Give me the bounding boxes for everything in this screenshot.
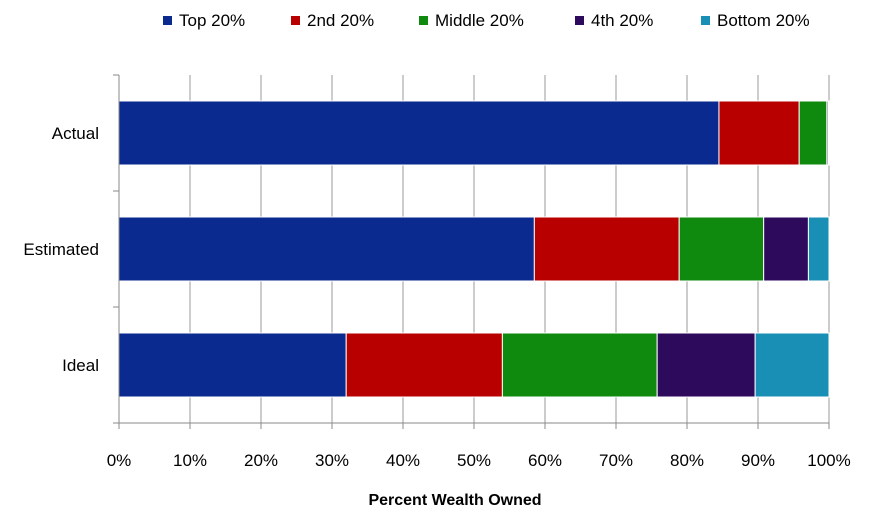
legend: Top 20% 2nd 20% Middle 20% 4th 20% Bottom 20… — [163, 11, 810, 30]
bar-segment — [827, 100, 830, 166]
bar-segment — [118, 216, 535, 282]
legend-swatch — [419, 16, 428, 25]
axes — [113, 74, 830, 429]
x-tick-label: 10% — [173, 451, 207, 470]
legend-swatch — [163, 16, 172, 25]
x-axis-title: Percent Wealth Owned — [368, 492, 541, 509]
legend-swatch — [291, 16, 300, 25]
legend-swatch — [575, 16, 584, 25]
bar-segment — [678, 216, 765, 282]
bar-segment — [533, 216, 680, 282]
bar-segment — [763, 216, 809, 282]
legend-label: Bottom 20% — [717, 11, 810, 30]
category-label: Estimated — [23, 240, 99, 259]
legend-label: 4th 20% — [591, 11, 653, 30]
bar-segment — [718, 100, 800, 166]
x-tick-label: 50% — [457, 451, 491, 470]
bar-segment — [754, 332, 830, 398]
legend-label: Top 20% — [179, 11, 245, 30]
bar-segment — [345, 332, 503, 398]
bar-segment — [656, 332, 756, 398]
bar-segment — [118, 332, 347, 398]
x-tick-label: 70% — [599, 451, 633, 470]
x-tick-label: 80% — [670, 451, 704, 470]
x-tick-label: 30% — [315, 451, 349, 470]
x-tick-label: 20% — [244, 451, 278, 470]
x-tick-label: 100% — [807, 451, 850, 470]
x-tick-label: 40% — [386, 451, 420, 470]
bars — [118, 100, 830, 398]
legend-label: 2nd 20% — [307, 11, 374, 30]
x-tick-label: 90% — [741, 451, 775, 470]
category-label: Ideal — [62, 356, 99, 375]
legend-swatch — [701, 16, 710, 25]
labels: 0% 10% 20% 30% 40% 50% 60% 70% 80% 90% 100% Actual E… — [23, 124, 850, 470]
bar-segment — [118, 100, 720, 166]
category-label: Actual — [52, 124, 99, 143]
bar-segment — [501, 332, 658, 398]
x-tick-label: 0% — [107, 451, 132, 470]
bar-segment — [798, 100, 828, 166]
x-tick-label: 60% — [528, 451, 562, 470]
legend-label: Middle 20% — [435, 11, 524, 30]
bar-segment — [807, 216, 830, 282]
